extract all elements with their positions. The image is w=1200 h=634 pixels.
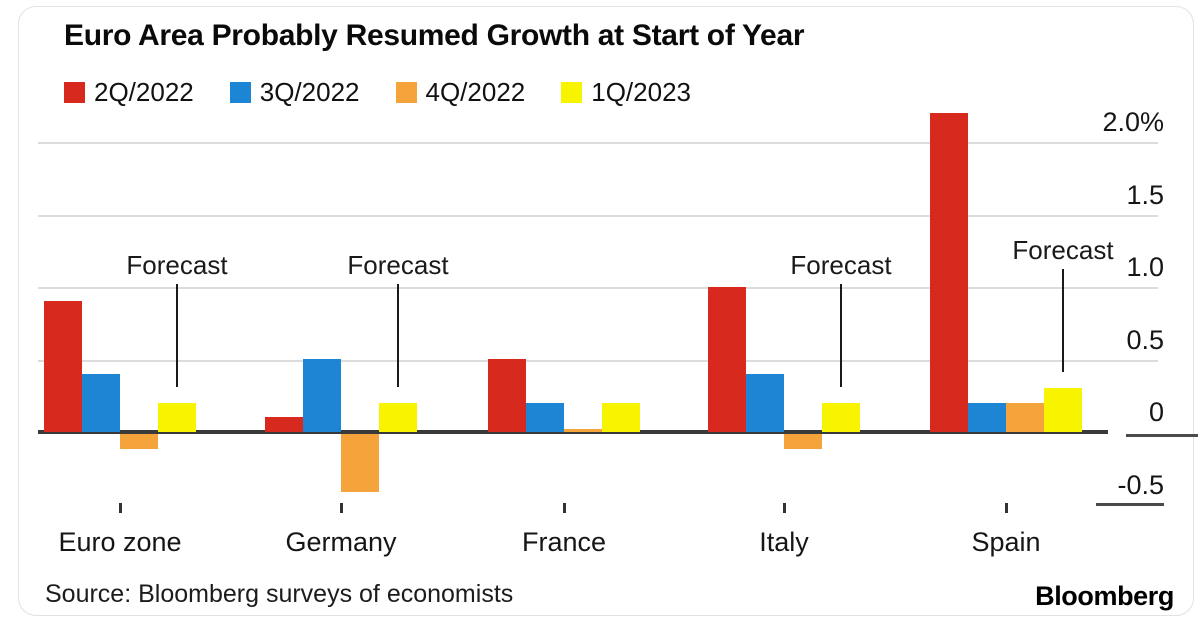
legend-item: 3Q/2022 <box>229 77 360 108</box>
chart-legend: 2Q/2022 3Q/2022 4Q/2022 1Q/2023 <box>64 77 691 108</box>
legend-swatch-icon <box>561 82 583 103</box>
bloomberg-logo: Bloomberg <box>1035 581 1174 611</box>
source-note: Source: Bloomberg surveys of economists <box>45 580 514 608</box>
legend-label: 1Q/2023 <box>591 77 691 107</box>
legend-swatch-icon <box>395 82 417 103</box>
legend-item: 4Q/2022 <box>395 77 526 108</box>
legend-swatch-icon <box>229 82 251 103</box>
legend-item: 2Q/2022 <box>64 77 194 108</box>
chart-card: Euro Area Probably Resumed Growth at Sta… <box>18 6 1194 616</box>
legend-item: 1Q/2023 <box>561 77 691 108</box>
chart-title: Euro Area Probably Resumed Growth at Sta… <box>64 19 805 52</box>
legend-swatch-icon <box>64 82 85 103</box>
legend-label: 3Q/2022 <box>259 77 360 107</box>
legend-label: 2Q/2022 <box>94 77 194 107</box>
legend-label: 4Q/2022 <box>425 77 526 107</box>
